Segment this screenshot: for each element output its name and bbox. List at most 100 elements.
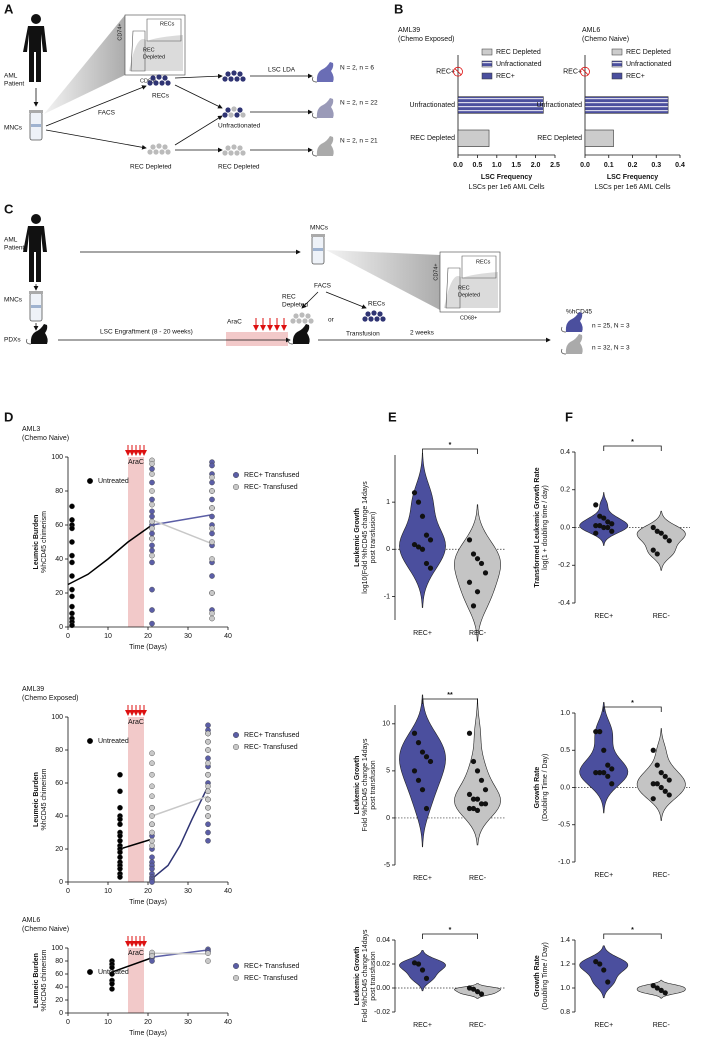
label: n = 32, N = 3 (592, 345, 630, 352)
y-tick-label: 0.5 (560, 747, 570, 754)
data-point (478, 991, 485, 997)
data-point (149, 508, 155, 515)
data-point (601, 515, 607, 521)
chart-title: AML39 (398, 27, 420, 34)
y-tick-label: 0.00 (376, 985, 390, 992)
fit-line (111, 957, 153, 973)
label: Depleted (282, 302, 308, 309)
data-point (205, 821, 211, 828)
x-tick-label: 0.0 (453, 162, 463, 169)
legend-label: Unfractionated (496, 61, 542, 68)
legend-marker (232, 744, 239, 751)
shade-label: AraC (128, 459, 144, 466)
x-tick-label: 20 (144, 1019, 152, 1026)
data-point (149, 586, 155, 593)
data-point (209, 573, 215, 579)
y-axis-label: Leukemic Growth (354, 756, 361, 815)
arrow (325, 291, 367, 309)
arac-shade (128, 457, 144, 627)
significance-label: * (449, 927, 452, 934)
label: LSC LDA (268, 67, 296, 74)
label: RECs (476, 259, 491, 265)
significance-label: * (631, 700, 634, 707)
data-point (593, 959, 599, 965)
data-point (109, 964, 115, 971)
legend-label: REC Depleted (496, 49, 541, 56)
data-point (658, 987, 664, 994)
data-point (205, 760, 211, 767)
arac-shade (226, 332, 288, 346)
label: FACS (314, 283, 332, 290)
data-point (149, 620, 155, 627)
patient-icon (23, 214, 47, 282)
data-point (601, 747, 607, 753)
x-tick-label: REC- (653, 613, 671, 620)
legend-swatch (481, 72, 493, 80)
y-tick-label: -0.02 (374, 1009, 390, 1016)
y-tick-label: -5 (384, 862, 390, 869)
label: FACS (98, 110, 116, 117)
data-point (411, 541, 418, 548)
y-tick-label: 60 (55, 522, 63, 529)
y-tick-label: 80 (55, 488, 63, 495)
data-point (149, 466, 155, 472)
violin (579, 702, 629, 814)
x-tick-label: REC- (469, 875, 487, 882)
y-axis-label: Leumeic Burden (33, 772, 40, 827)
significance-bracket (422, 448, 478, 454)
data-point (209, 530, 215, 537)
fit-line (119, 838, 153, 850)
data-point (209, 479, 215, 486)
facs-plot (124, 14, 186, 76)
x-tick-label: 0.5 (473, 162, 483, 169)
panel-label: B (394, 1, 403, 16)
cell-cluster (290, 312, 314, 324)
data-point (601, 770, 607, 776)
data-point (205, 950, 211, 957)
data-point (470, 805, 477, 812)
label: REC Depleted (218, 164, 260, 171)
y-axis-label: log(1 + doubling time / day) (542, 485, 549, 570)
data-point (205, 958, 211, 964)
data-point (209, 496, 215, 503)
legend-label: REC Depleted (626, 49, 671, 56)
data-point (149, 750, 155, 757)
chart-subtitle: (Chemo Naive) (22, 926, 69, 933)
data-point (482, 570, 489, 576)
x-tick-label: 0.1 (604, 162, 614, 169)
data-point (650, 796, 656, 802)
bar (457, 129, 490, 147)
data-point (415, 499, 422, 505)
mouse-icon (312, 61, 335, 83)
legend-label: REC- Transfused (244, 484, 298, 491)
data-point (423, 805, 430, 812)
data-point (474, 989, 481, 995)
data-point (209, 610, 215, 617)
label: LSC Engraftment (8 - 20 weeks) (100, 329, 193, 336)
data-point (411, 490, 418, 496)
data-point (149, 547, 155, 554)
x-tick-label: 2.5 (550, 162, 560, 169)
data-point (415, 544, 422, 550)
y-tick-label: 0.4 (560, 449, 570, 456)
data-point (69, 586, 75, 593)
y-tick-label: -0.4 (558, 600, 570, 607)
data-point (205, 837, 211, 844)
label: REC (458, 285, 470, 291)
data-point (209, 525, 215, 532)
data-point (666, 777, 672, 783)
y-axis-label: Fold %hCD45 change 14days (362, 929, 369, 1023)
significance-bracket (422, 933, 478, 939)
violin (399, 452, 446, 608)
x-tick-label: 20 (144, 888, 152, 895)
data-point (466, 985, 473, 991)
data-point (658, 770, 664, 776)
violin (399, 694, 446, 848)
y-tick-label: 100 (51, 714, 63, 721)
y-axis-label: Fold %hCD45 change 14days (362, 738, 369, 832)
data-point (605, 519, 611, 525)
label: CD68+ (460, 315, 477, 321)
mouse-icon (312, 135, 335, 157)
y-tick-label: 0 (59, 624, 63, 631)
data-point (69, 525, 75, 532)
